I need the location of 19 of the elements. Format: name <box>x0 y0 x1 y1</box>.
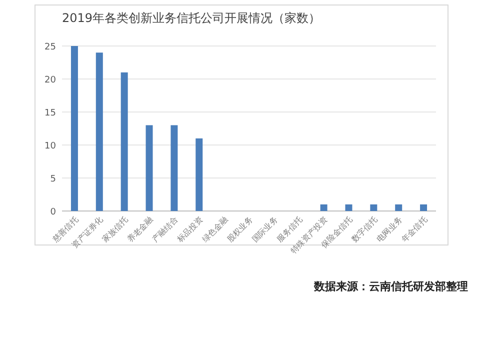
bar <box>70 46 78 211</box>
y-tick-label: 10 <box>44 142 56 152</box>
chart-title: 2019年各类创新业务信托公司开展情况（家数） <box>62 11 321 25</box>
y-tick-label: 20 <box>44 76 56 86</box>
bar <box>170 125 178 211</box>
bar <box>320 204 328 211</box>
bar <box>96 52 103 211</box>
y-tick-label: 25 <box>44 42 56 52</box>
bar <box>120 72 128 211</box>
source-note: 数据来源：云南信托研发部整理 <box>313 280 468 293</box>
y-tick-label: 5 <box>50 174 56 184</box>
bar <box>395 204 402 211</box>
y-tick-label: 0 <box>50 208 56 218</box>
bar <box>345 204 352 211</box>
y-tick-label: 15 <box>44 108 56 118</box>
bar <box>420 204 428 211</box>
bar <box>370 204 378 211</box>
bar <box>146 125 153 211</box>
bar <box>196 138 203 211</box>
